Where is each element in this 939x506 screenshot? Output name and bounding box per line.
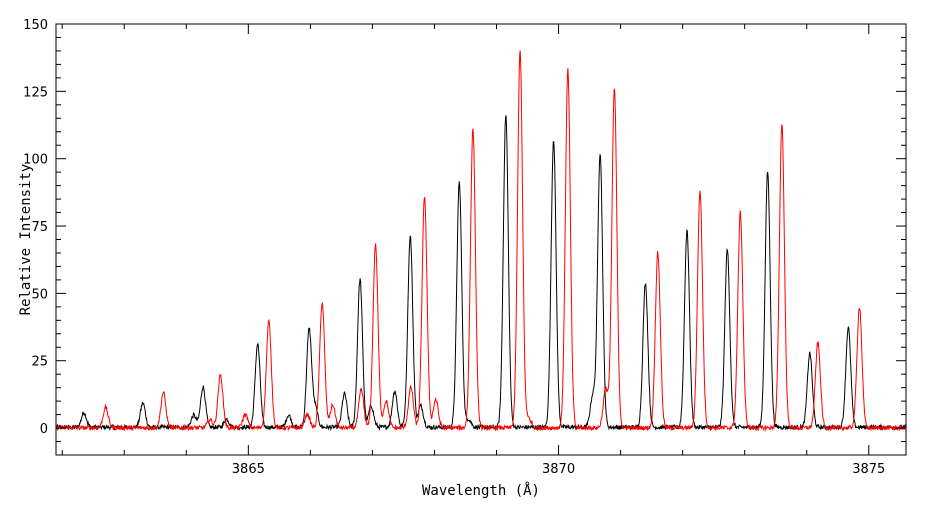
y-axis-label: Relative Intensity <box>18 164 34 316</box>
y-tick-label: 25 <box>31 355 48 370</box>
series-layer <box>55 50 907 432</box>
y-tick-label: 50 <box>31 287 48 302</box>
x-tick-label: 3870 <box>542 462 575 477</box>
x-tick-label: 3865 <box>232 462 265 477</box>
spectrum-line-0 <box>55 115 907 432</box>
axis-ticks <box>56 23 906 455</box>
spectrum-series-1 <box>55 50 907 432</box>
x-axis-label: Wavelength (Å) <box>422 482 540 499</box>
y-tick-label: 125 <box>23 85 48 100</box>
y-tick-label: 150 <box>23 18 48 33</box>
y-tick-label: 75 <box>31 220 48 235</box>
x-tick-label: 3875 <box>852 462 885 477</box>
y-tick-label: 100 <box>23 153 48 168</box>
y-tick-label: 0 <box>40 422 48 437</box>
spectrum-line-1 <box>55 50 907 432</box>
spectrum-series-0 <box>55 115 907 432</box>
plot-frame <box>55 23 907 456</box>
tick-labels: 3865 3870 3875 0 25 50 75 100 125 150 <box>23 18 885 477</box>
